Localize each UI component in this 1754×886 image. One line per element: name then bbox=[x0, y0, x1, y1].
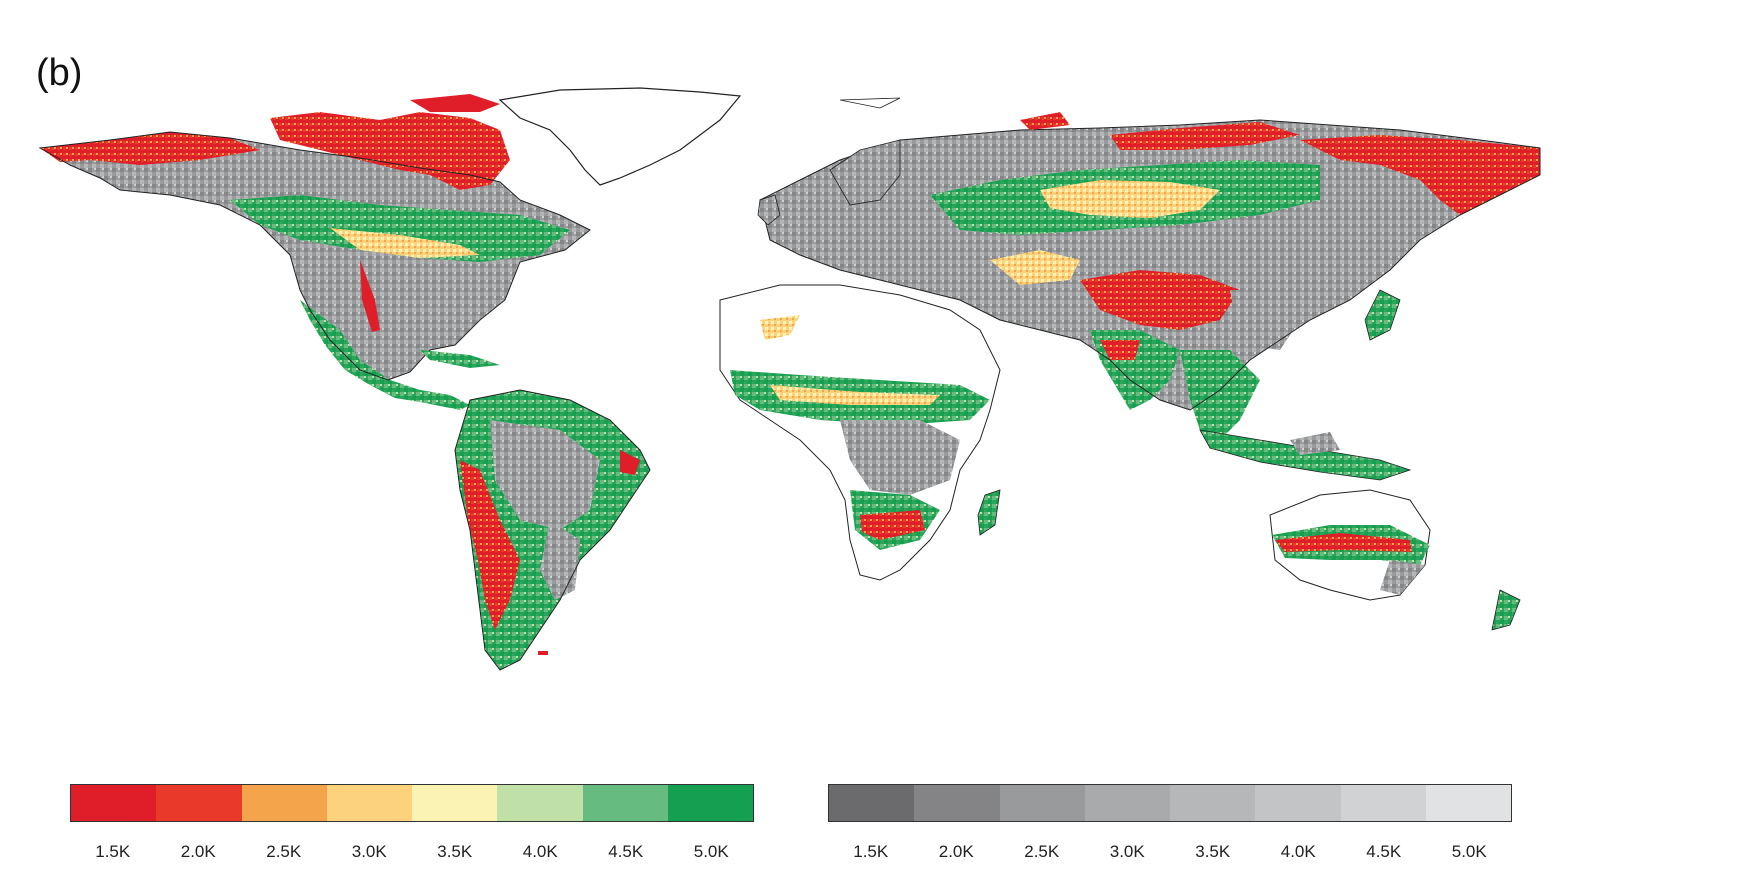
colorbar-left-ticks: 1.5K 2.0K 2.5K 3.0K 3.5K 4.0K 4.5K 5.0K bbox=[70, 842, 754, 868]
colorbar-right-segment-8 bbox=[1425, 785, 1511, 821]
colorbar-right-tick: 3.5K bbox=[1195, 842, 1231, 861]
colorbar-right-segment-3 bbox=[999, 785, 1085, 821]
greenland-outline bbox=[498, 87, 742, 186]
central-america-land bbox=[300, 300, 470, 410]
colorbar-right-tick: 2.5K bbox=[1024, 842, 1060, 861]
colorbar-right-tick: 3.0K bbox=[1109, 842, 1145, 861]
colorbar-left-tick: 2.0K bbox=[180, 842, 216, 861]
colorbar-left-segment-8 bbox=[667, 785, 753, 821]
colorbar-left-segment-4 bbox=[326, 785, 412, 821]
colorbar-left-tick: 4.0K bbox=[522, 842, 558, 861]
colorbar-left-segment-3 bbox=[241, 785, 327, 821]
colorbar-right bbox=[828, 784, 1512, 822]
colorbar-left-tick: 3.5K bbox=[437, 842, 473, 861]
colorbar-right-tick: 4.0K bbox=[1280, 842, 1316, 861]
colorbar-right-segment-5 bbox=[1170, 785, 1256, 821]
colorbar-left-tick: 1.5K bbox=[95, 842, 131, 861]
colorbar-left-segment-2 bbox=[156, 785, 242, 821]
colorbar-left bbox=[70, 784, 754, 822]
colorbar-left-tick: 5.0K bbox=[693, 842, 729, 861]
colorbar-right-tick: 5.0K bbox=[1451, 842, 1487, 861]
colorbar-left-segment-1 bbox=[71, 785, 157, 821]
panel-label: (b) bbox=[36, 52, 83, 94]
colorbar-left-tick: 4.5K bbox=[608, 842, 644, 861]
colorbar-right-segment-2 bbox=[914, 785, 1000, 821]
colorbar-left-segment-6 bbox=[497, 785, 583, 821]
colorbar-right-segment-4 bbox=[1084, 785, 1170, 821]
colorbar-right-tick: 1.5K bbox=[853, 842, 889, 861]
colorbar-left-segment-7 bbox=[582, 785, 668, 821]
world-map bbox=[38, 87, 1541, 671]
colorbar-left-tick: 3.0K bbox=[351, 842, 387, 861]
colorbar-left-tick: 2.5K bbox=[266, 842, 302, 861]
north-america-land bbox=[40, 132, 590, 380]
arctic-archipelago bbox=[270, 112, 510, 190]
colorbar-left-segment-5 bbox=[412, 785, 498, 821]
colorbar-right-segment-1 bbox=[829, 785, 915, 821]
colorbar-right-segment-7 bbox=[1340, 785, 1426, 821]
colorbar-right-segment-6 bbox=[1255, 785, 1341, 821]
colorbar-right-ticks: 1.5K 2.0K 2.5K 3.0K 3.5K 4.0K 4.5K 5.0K bbox=[828, 842, 1512, 868]
colorbar-right-tick: 2.0K bbox=[938, 842, 974, 861]
colorbar-right-tick: 4.5K bbox=[1366, 842, 1402, 861]
